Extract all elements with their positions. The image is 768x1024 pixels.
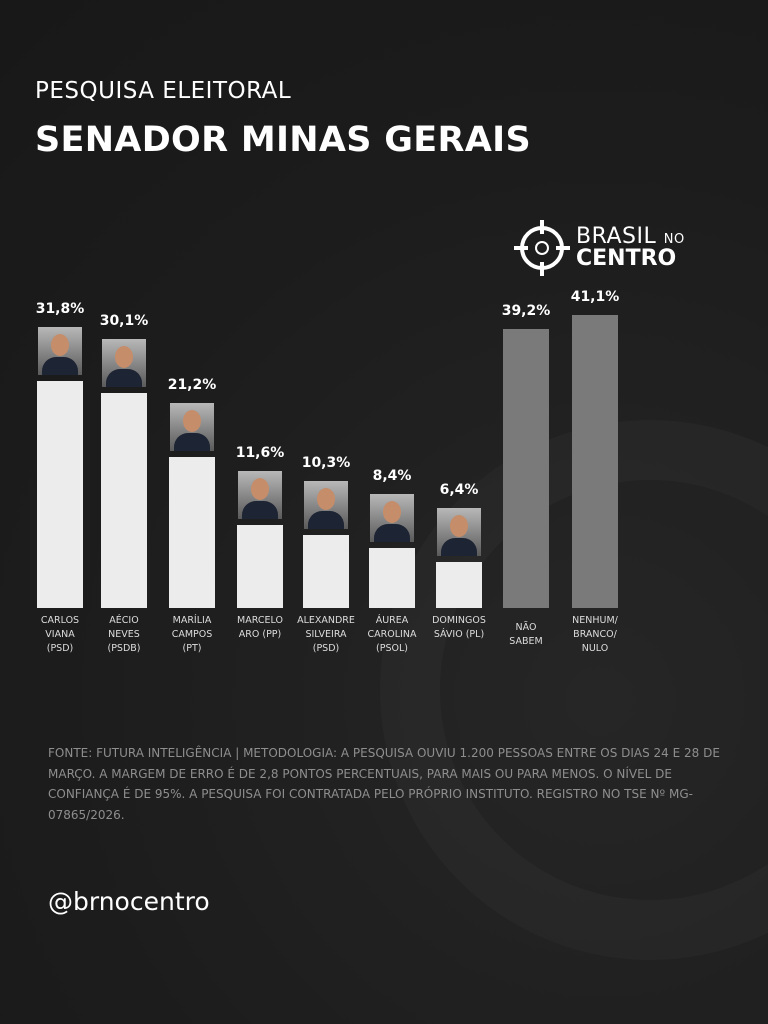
category-label-line: CAROLINA (367, 629, 417, 640)
category-label: ALEXANDRE SILVEIRA (PSD) (286, 614, 366, 656)
data-label: 6,4% (439, 482, 479, 499)
candidate-photo (437, 508, 481, 557)
category-label-line: SILVEIRA (305, 629, 347, 640)
candidate-photo (38, 327, 82, 376)
brand-logo: BRASIL NO CENTRO (514, 220, 694, 276)
category-label-line: (PSDB) (107, 643, 141, 654)
category-label: AÉCIO NEVES (PSDB) (84, 614, 164, 656)
category-label-line: NÃO (515, 622, 537, 633)
category-label-line: (PSD) (312, 643, 340, 654)
social-handle[interactable]: @brnocentro (48, 887, 210, 916)
category-label-line: (PSD) (46, 643, 74, 654)
bar (37, 381, 83, 608)
bar (303, 534, 349, 608)
category-label: ÁUREA CAROLINA (PSOL) (352, 614, 432, 656)
category-label-line: CAMPOS (171, 629, 213, 640)
category-label-line: BRANCO/ (573, 629, 617, 640)
bar (169, 456, 215, 608)
bar (503, 328, 549, 608)
candidate-photo (170, 402, 214, 451)
category-label-line: (PT) (182, 643, 202, 654)
category-label-line: DOMINGOS (432, 615, 486, 626)
category-label-line: VIANA (45, 629, 75, 640)
bar (436, 562, 482, 608)
category-label-line: NEVES (108, 629, 140, 640)
data-label: 30,1% (99, 313, 149, 330)
category-label-line: ARO (PP) (238, 629, 282, 640)
category-label-line: CARLOS (40, 615, 80, 626)
category-label: NENHUM/BRANCO/NULO (555, 614, 635, 656)
category-label-line: NULO (581, 643, 609, 654)
category-label-line: MARCELO (237, 615, 283, 626)
category-label: NÃO SABEM (486, 621, 566, 649)
crosshair-icon (514, 220, 570, 276)
candidate-photo (102, 339, 146, 388)
candidate-photo (370, 494, 414, 543)
category-label-line: AÉCIO (109, 615, 139, 626)
category-label-line: SÁVIO (PL) (433, 629, 485, 640)
logo-line1: BRASIL NO (576, 224, 685, 249)
category-label-line: SABEM (509, 636, 543, 647)
candidate-photo (304, 480, 348, 529)
subtitle: PESQUISA ELEITORAL (35, 78, 292, 104)
data-label: 11,6% (235, 445, 285, 462)
logo-line2: CENTRO (576, 246, 677, 271)
data-label: 8,4% (372, 468, 412, 485)
category-label: MARCELO ARO (PP) (220, 614, 300, 642)
bar (369, 548, 415, 608)
category-label-line: NENHUM/ (572, 615, 618, 626)
data-label: 31,8% (35, 301, 85, 318)
data-label: 21,2% (167, 376, 217, 393)
category-label: MARÍLIA CAMPOS (PT) (152, 614, 232, 656)
category-label-line: (PSOL) (376, 643, 408, 654)
category-label-line: ALEXANDRE (297, 615, 355, 626)
page-title: SENADOR MINAS GERAIS (35, 120, 531, 160)
category-label: DOMINGOS SÁVIO (PL) (419, 614, 499, 642)
data-label: 39,2% (501, 302, 551, 319)
category-label: CARLOS VIANA (PSD) (20, 614, 100, 656)
bar (101, 393, 147, 608)
bar-chart: 31,8% CARLOS VIANA (PSD) 30,1% AÉCIO NEVES (PSD… (20, 288, 635, 656)
category-label-line: MARÍLIA (172, 615, 212, 626)
data-label: 10,3% (301, 454, 351, 471)
data-label: 41,1% (570, 288, 620, 305)
bar (237, 525, 283, 608)
category-label-line: ÁUREA (375, 615, 409, 626)
footnote: FONTE: FUTURA INTELIGÊNCIA | METODOLOGIA… (48, 746, 720, 822)
candidate-photo (238, 471, 282, 520)
bar (572, 314, 618, 608)
